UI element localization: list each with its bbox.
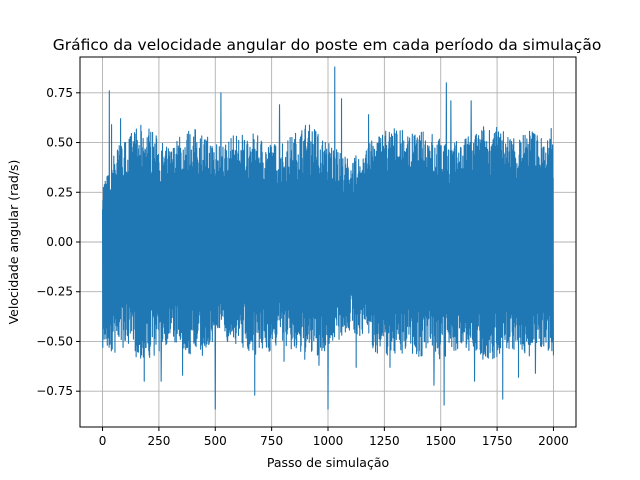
y-axis-ticks: −0.75 −0.50 −0.25 0.00 0.25 0.50 0.75 (36, 86, 80, 398)
x-tick-label: 1750 (482, 434, 513, 448)
chart-title: Gráfico da velocidade angular do poste e… (53, 36, 602, 54)
y-tick-label: −0.25 (36, 285, 73, 299)
x-axis-ticks: 0 250 500 750 1000 1250 1500 1750 2000 (99, 427, 569, 448)
y-tick-label: 0.00 (46, 235, 73, 249)
x-tick-label: 1500 (425, 434, 456, 448)
y-tick-label: 0.50 (46, 136, 73, 150)
x-tick-label: 250 (147, 434, 170, 448)
y-tick-label: −0.75 (36, 384, 73, 398)
x-axis-label: Passo de simulação (267, 455, 389, 470)
plot-area (102, 66, 554, 410)
y-axis-label: Velocidade angular (rad/s) (6, 160, 21, 325)
x-tick-label: 1250 (369, 434, 400, 448)
x-tick-label: 0 (99, 434, 107, 448)
x-tick-label: 2000 (538, 434, 569, 448)
y-tick-label: 0.25 (46, 185, 73, 199)
y-tick-label: 0.75 (46, 86, 73, 100)
x-tick-label: 500 (204, 434, 227, 448)
y-tick-label: −0.50 (36, 334, 73, 348)
angular-velocity-series-line (102, 66, 554, 410)
x-tick-label: 1000 (313, 434, 344, 448)
x-tick-label: 750 (260, 434, 283, 448)
